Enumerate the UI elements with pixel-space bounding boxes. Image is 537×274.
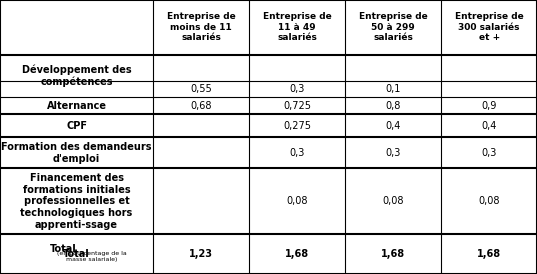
Text: Formation des demandeurs
d'emploi: Formation des demandeurs d'emploi [1,142,152,164]
Text: 0,3: 0,3 [289,84,305,94]
Text: 1,23: 1,23 [189,249,213,259]
Text: 0,55: 0,55 [190,84,212,94]
Text: (en pourcentage de la
masse salariale): (en pourcentage de la masse salariale) [57,251,126,262]
Text: 0,275: 0,275 [283,121,311,131]
Text: 0,3: 0,3 [482,148,497,158]
Text: 0,1: 0,1 [386,84,401,94]
Text: 0,3: 0,3 [386,148,401,158]
Text: 0,3: 0,3 [289,148,305,158]
Text: 1,68: 1,68 [381,249,405,259]
Text: Financement des
formations initiales
professionnelles et
technologiques hors
app: Financement des formations initiales pro… [20,173,133,230]
Text: 0,08: 0,08 [478,196,500,206]
Text: 1,68: 1,68 [285,249,309,259]
Text: 0,08: 0,08 [286,196,308,206]
Text: Total: Total [63,249,90,259]
Text: Alternance: Alternance [47,101,106,110]
Text: 1,68: 1,68 [477,249,501,259]
Text: Entreprise de
11 à 49
salariés: Entreprise de 11 à 49 salariés [263,12,332,42]
Text: Entreprise de
50 à 299
salariés: Entreprise de 50 à 299 salariés [359,12,428,42]
Text: 0,725: 0,725 [283,101,311,110]
Text: Développement des
compétences: Développement des compétences [21,65,132,87]
Text: Entreprise de
moins de 11
salariés: Entreprise de moins de 11 salariés [166,12,236,42]
Text: 0,68: 0,68 [190,101,212,110]
Text: CPF: CPF [66,121,87,131]
Text: 0,8: 0,8 [386,101,401,110]
Text: 0,4: 0,4 [386,121,401,131]
Text: Entreprise de
300 salariés
et +: Entreprise de 300 salariés et + [455,12,524,42]
Text: 0,08: 0,08 [382,196,404,206]
Text: Total: Total [50,244,76,254]
Text: 0,4: 0,4 [482,121,497,131]
Text: 0,9: 0,9 [482,101,497,110]
